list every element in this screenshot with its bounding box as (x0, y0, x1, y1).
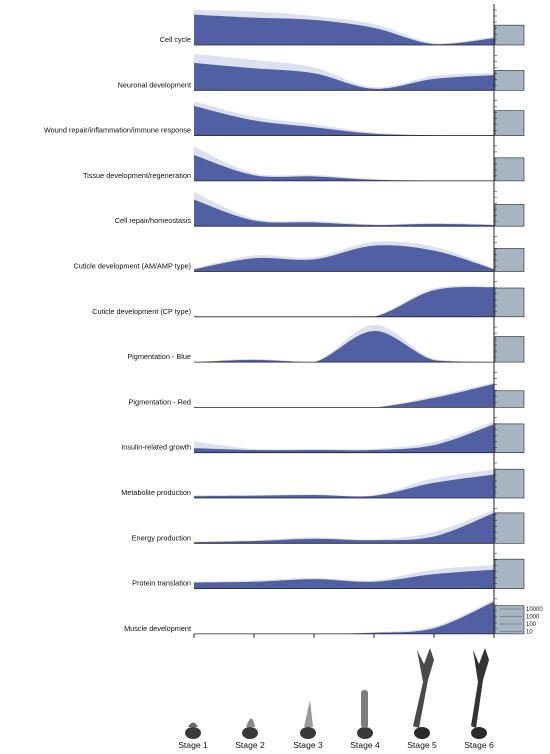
limb-stage-5-icon-part (414, 727, 430, 739)
summary-bar (494, 512, 525, 544)
limb-bud-stage-3-icon-part (300, 727, 316, 739)
legend-label: 1000 (526, 615, 540, 621)
summary-bar (494, 157, 525, 182)
chart-row: Energy production (132, 508, 525, 544)
stage-illustrations: Stage 1 Stage 2 Stage 3 Stage 4 Stage 5 Stage… (178, 648, 494, 750)
limb-bud-stage-1-icon-part (185, 727, 201, 739)
chart-row: Insulin-related growth (121, 417, 525, 454)
row-label: Wound repair/inflammation/immune respons… (44, 126, 191, 135)
stage-label: Stage 6 (464, 740, 494, 750)
mean-area (194, 62, 494, 91)
row-label: Neuronal development (118, 80, 191, 89)
row-label: Cell repair/homeostasis (115, 216, 192, 225)
mean-area (194, 14, 494, 45)
limb-bud-stage-2-icon (242, 718, 258, 739)
mean-area (194, 199, 494, 227)
limb-stage-5-icon (413, 648, 434, 739)
summary-bar (494, 423, 525, 453)
summary-bar (494, 605, 525, 635)
row-label: Pigmentation - Blue (127, 352, 191, 361)
row-label: Pigmentation - Red (129, 397, 191, 406)
chart-row: Tissue development/regeneration (83, 145, 525, 182)
mean-area (194, 287, 494, 317)
upper-band-area (194, 421, 494, 453)
stage-label: Stage 3 (293, 740, 323, 750)
legend-label: 10 (526, 630, 533, 636)
legend-label: 10000 (526, 607, 543, 613)
summary-bar (494, 390, 525, 408)
chart-row: Cuticle development (CP type) (92, 281, 525, 318)
row-label: Cuticle development (CP type) (92, 307, 191, 316)
summary-bar (494, 468, 525, 499)
row-label: Insulin-related growth (121, 443, 191, 452)
chart-rows: Cell cycle Neuronal development Wound repa… (44, 9, 525, 635)
chart-row: Cell repair/homeostasis (115, 190, 525, 227)
chart-row: Wound repair/inflammation/immune respons… (44, 100, 525, 137)
chart-row: Protein translation (132, 553, 525, 589)
limb-bud-stage-2-icon-part (242, 727, 258, 739)
limb-stage-4-icon-part (357, 727, 373, 739)
summary-bar (494, 24, 525, 46)
upper-band-area (194, 324, 494, 363)
stage-label: Stage 2 (235, 740, 265, 750)
limb-stage-6-icon-part (471, 727, 487, 739)
row-label: Energy production (132, 533, 191, 542)
chart-row: Pigmentation - Blue (127, 324, 525, 363)
row-label: Tissue development/regeneration (83, 171, 191, 180)
x-axis (193, 633, 495, 638)
limb-stage-6-icon (471, 648, 489, 739)
limb-stage-4-icon-part (361, 690, 368, 728)
limb-stage-4-icon (357, 690, 373, 739)
limb-bud-stage-1-icon-part (188, 722, 198, 727)
mean-area (194, 105, 494, 136)
row-label: Cuticle development (AM/AMP type) (74, 262, 191, 271)
summary-bar (494, 558, 525, 589)
mean-area (194, 601, 494, 634)
limb-bud-stage-3-icon-part (304, 700, 313, 727)
mean-area (194, 383, 494, 408)
mean-area (194, 155, 494, 181)
summary-bar (494, 287, 525, 318)
row-label: Metabolite production (121, 488, 191, 497)
stage-label: Stage 4 (350, 740, 380, 750)
mean-area (194, 424, 494, 453)
chart-row: Neuronal development (118, 53, 525, 91)
mean-area (194, 474, 494, 498)
limb-bud-stage-2-icon-part (246, 718, 255, 727)
limb-stage-5-icon-part (413, 648, 434, 728)
chart-row: Muscle development (124, 598, 525, 635)
mean-area (194, 512, 494, 544)
row-label: Muscle development (124, 624, 191, 633)
row-label: Cell cycle (160, 35, 191, 44)
chart-row: Cell cycle (160, 9, 525, 46)
limb-bud-stage-3-icon (300, 700, 316, 739)
legend-label: 100 (526, 622, 537, 628)
row-label: Protein translation (132, 579, 191, 588)
summary-bar (494, 70, 525, 91)
summary-bar (494, 204, 525, 227)
limb-bud-stage-1-icon (185, 722, 201, 739)
chart-row: Pigmentation - Red (129, 372, 525, 408)
stage-label: Stage 1 (178, 740, 208, 750)
summary-bar (494, 336, 525, 363)
mean-area (194, 569, 494, 589)
chart-row: Cuticle development (AM/AMP type) (74, 236, 525, 272)
summary-bar (494, 110, 525, 136)
limb-stage-6-icon-part (471, 648, 489, 728)
summary-bar (494, 248, 525, 272)
stage-label: Stage 5 (407, 740, 437, 750)
mean-area (194, 245, 494, 272)
mean-area (194, 330, 494, 363)
chart-row: Metabolite production (121, 462, 525, 499)
